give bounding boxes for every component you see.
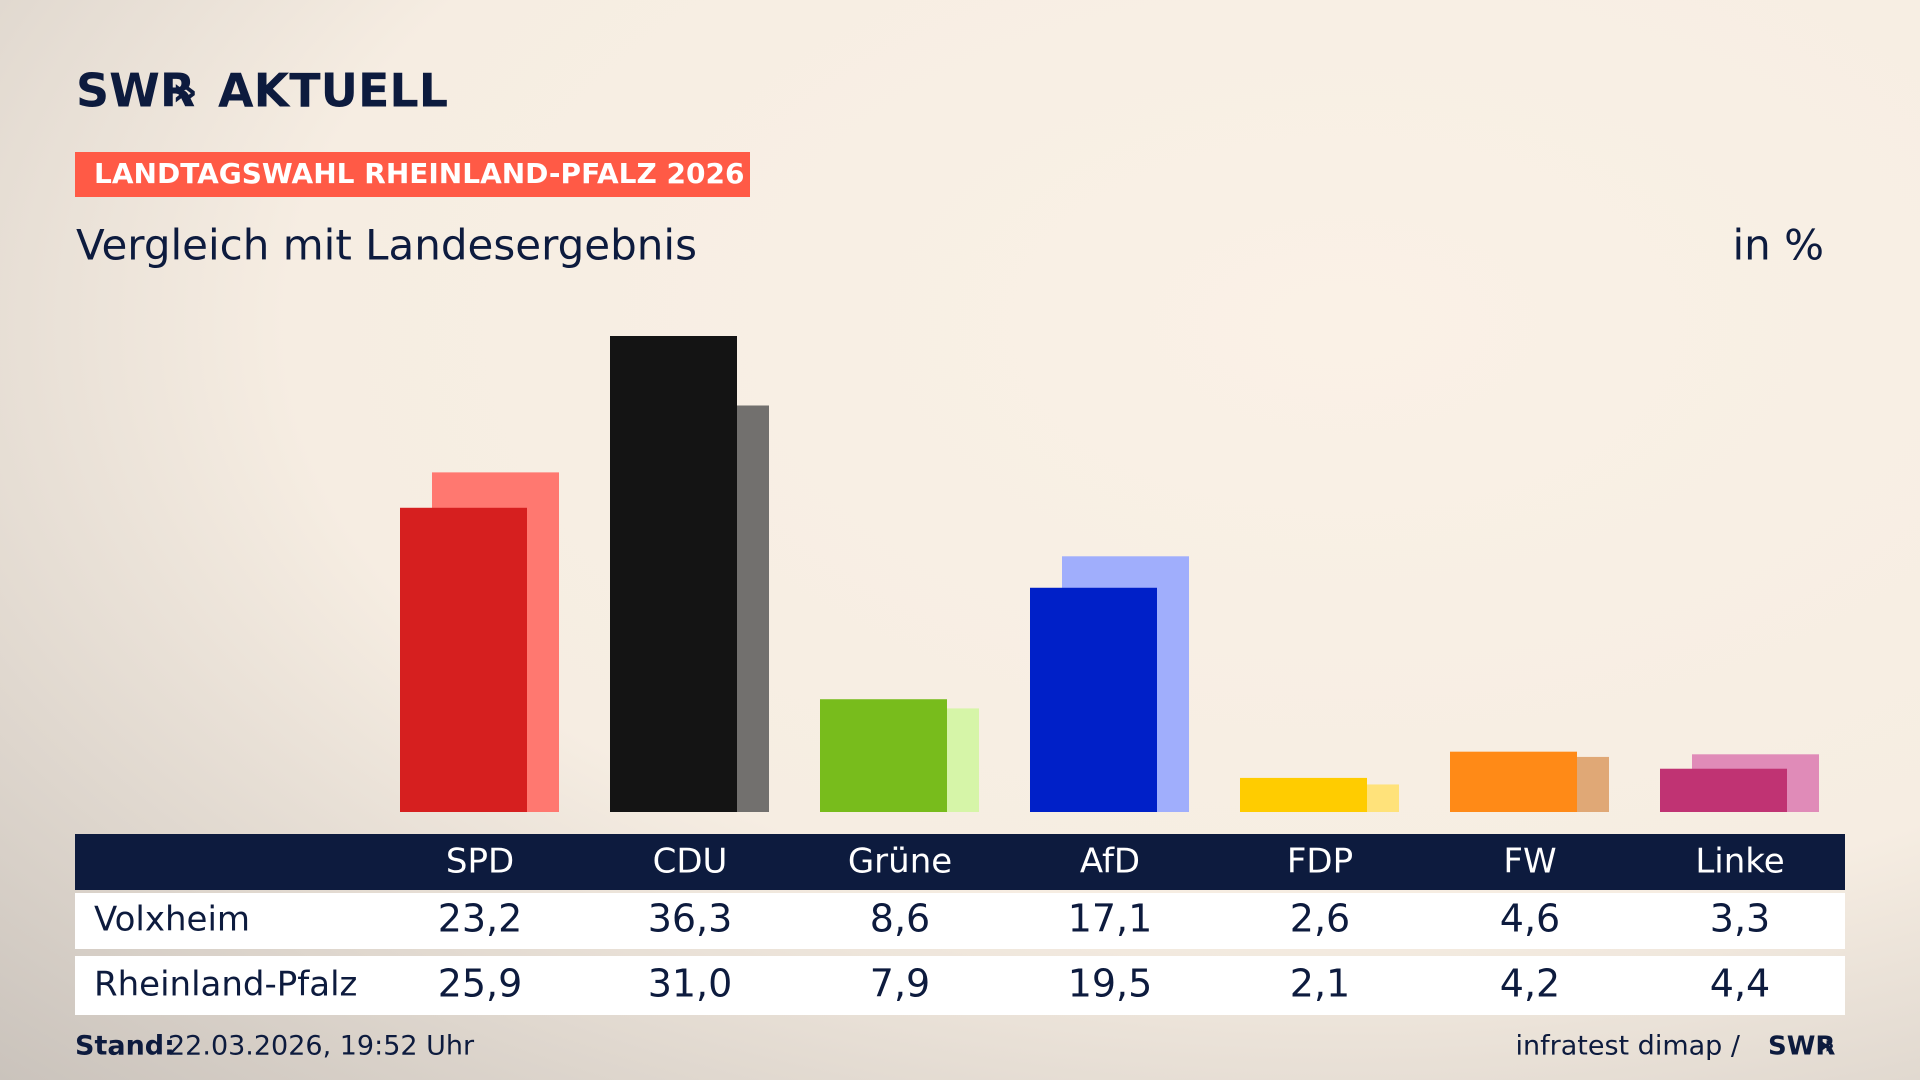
unit-label: in % xyxy=(1732,221,1824,270)
bar xyxy=(1660,768,1787,812)
chart-title: Vergleich mit Landesergebnis xyxy=(76,221,697,270)
bar xyxy=(1030,587,1157,812)
source-arrows: » xyxy=(1818,1031,1835,1061)
source-brand: SWR xyxy=(1768,1032,1835,1062)
table-row xyxy=(75,956,1845,1015)
value-label: 25,9 xyxy=(438,962,523,1006)
category-label: AfD xyxy=(1080,842,1140,882)
value-label: 4,6 xyxy=(1500,897,1560,941)
bar xyxy=(400,507,527,812)
value-label: 3,3 xyxy=(1710,897,1770,941)
table: SPD CDU Grüne AfD FDP FW Linke Volxheim 23,2 36,3… xyxy=(94,842,1785,1006)
category-label: Grüne xyxy=(848,842,952,882)
brand-arrows: » xyxy=(172,69,198,115)
brand: SWR xyxy=(76,64,195,118)
value-label: 19,5 xyxy=(1068,962,1153,1006)
bar xyxy=(820,699,947,812)
series-name: Volxheim xyxy=(94,900,250,940)
footer-date: 22.03.2026, 19:52 Uhr xyxy=(168,1031,475,1062)
category-label: CDU xyxy=(653,842,728,882)
table-header xyxy=(75,834,1845,890)
value-label: 4,4 xyxy=(1710,962,1770,1006)
value-label: 17,1 xyxy=(1068,897,1153,941)
kicker: LANDTAGSWAHL RHEINLAND-PFALZ 2026 xyxy=(94,157,744,190)
kicker-box xyxy=(75,152,750,197)
source: infratest dimap / xyxy=(1515,1031,1740,1062)
bars xyxy=(400,336,1819,812)
category-label: SPD xyxy=(446,842,514,882)
category-label: Linke xyxy=(1695,842,1784,882)
value-label: 23,2 xyxy=(438,897,523,941)
bar xyxy=(1450,751,1577,812)
value-label: 2,6 xyxy=(1290,897,1350,941)
value-label: 7,9 xyxy=(870,962,930,1006)
value-label: 2,1 xyxy=(1290,962,1350,1006)
value-label: 8,6 xyxy=(870,897,930,941)
value-label: 4,2 xyxy=(1500,962,1560,1006)
value-label: 31,0 xyxy=(648,962,733,1006)
footer-label: Stand: xyxy=(75,1031,175,1062)
category-label: FW xyxy=(1503,842,1556,882)
brand-suffix: AKTUELL xyxy=(218,64,448,118)
category-label: FDP xyxy=(1287,842,1353,882)
value-label: 36,3 xyxy=(648,897,733,941)
series-name: Rheinland-Pfalz xyxy=(94,965,357,1005)
bar xyxy=(610,336,737,812)
table-row xyxy=(75,893,1845,949)
bar xyxy=(1240,777,1367,812)
